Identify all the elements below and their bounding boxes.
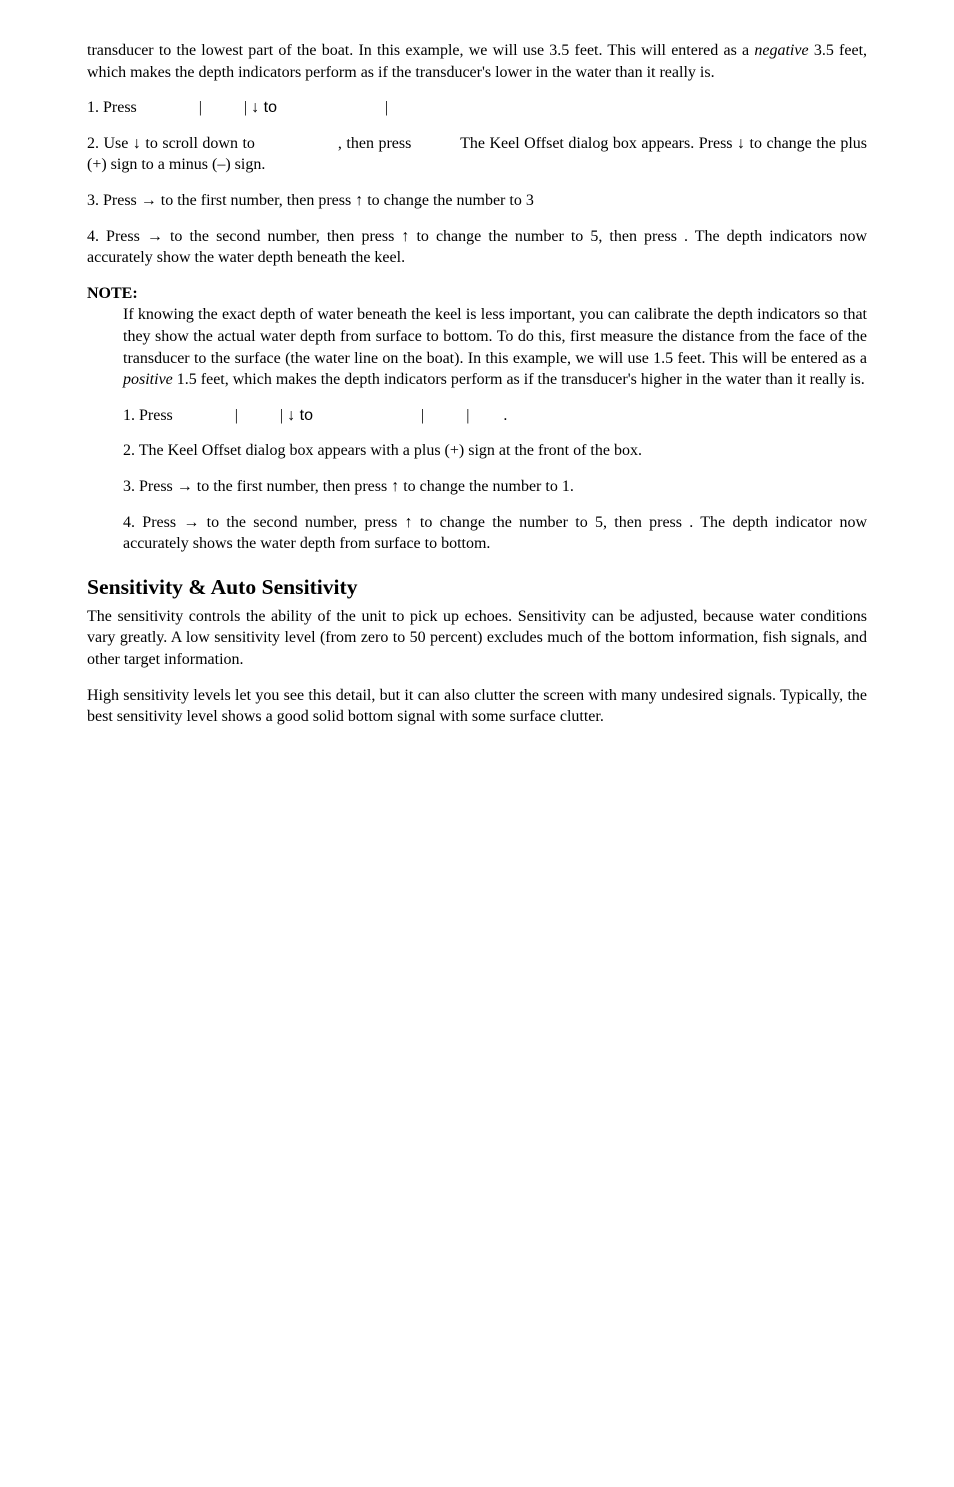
note-s1-pipe4: | [466, 407, 469, 424]
intro-text-1: transducer to the lowest part of the boa… [87, 42, 754, 59]
step-1: 1. Press | | ↓ to | [87, 97, 867, 119]
note-s1-pipe2: | [280, 407, 283, 424]
note-label: NOTE: [87, 283, 867, 305]
sens-p1-text: The sensitivity controls the ability of … [87, 608, 867, 668]
note-step-3: 3. Press → to the first number, then pre… [123, 476, 867, 498]
note-s1-period: . [503, 407, 507, 424]
step2-t2: , then press [338, 135, 416, 152]
step1-pipe1: | [199, 99, 202, 116]
note-step-4: 4. Press → to the second number, press ↑… [123, 512, 867, 555]
note-s1-down-to: ↓ to [287, 407, 313, 424]
step1-pipe3: | [385, 99, 388, 116]
step1-pipe2: | [244, 99, 247, 116]
note-s1-pipe1: | [235, 407, 238, 424]
step3-text: 3. Press → to the first number, then pre… [87, 192, 534, 209]
intro-paragraph: transducer to the lowest part of the boa… [87, 40, 867, 83]
note-s1-pipe3: | [421, 407, 424, 424]
note-s4-text: 4. Press → to the second number, press ↑… [123, 514, 867, 553]
step-4: 4. Press → to the second number, then pr… [87, 226, 867, 269]
sensitivity-p2: High sensitivity levels let you see this… [87, 685, 867, 728]
note-step-1: 1. Press | | ↓ to | | . [123, 405, 867, 427]
note-s3-text: 3. Press → to the first number, then pre… [123, 478, 574, 495]
note-body: If knowing the exact depth of water bene… [123, 304, 867, 554]
sens-p2-text: High sensitivity levels let you see this… [87, 687, 867, 726]
step2-t1: 2. Use ↓ to scroll down to [87, 135, 259, 152]
intro-negative: negative [754, 42, 808, 59]
note-s1-press: 1. Press [123, 407, 173, 424]
step1-press: 1. Press [87, 99, 137, 116]
step-2: 2. Use ↓ to scroll down to , then press … [87, 133, 867, 176]
note-p1: If knowing the exact depth of water bene… [123, 304, 867, 390]
sensitivity-heading: Sensitivity & Auto Sensitivity [87, 573, 867, 602]
step4-text: 4. Press → to the second number, then pr… [87, 228, 867, 267]
note-p1a: If knowing the exact depth of water bene… [123, 306, 867, 366]
note-step-2: 2. The Keel Offset dialog box appears wi… [123, 440, 867, 462]
step1-down-to: ↓ to [251, 99, 277, 116]
note-p1b: 1.5 feet, which makes the depth indicato… [177, 371, 865, 388]
sensitivity-p1: The sensitivity controls the ability of … [87, 606, 867, 671]
note-s2-text: 2. The Keel Offset dialog box appears wi… [123, 442, 642, 459]
note-positive: positive [123, 371, 173, 388]
step-3: 3. Press → to the first number, then pre… [87, 190, 867, 212]
